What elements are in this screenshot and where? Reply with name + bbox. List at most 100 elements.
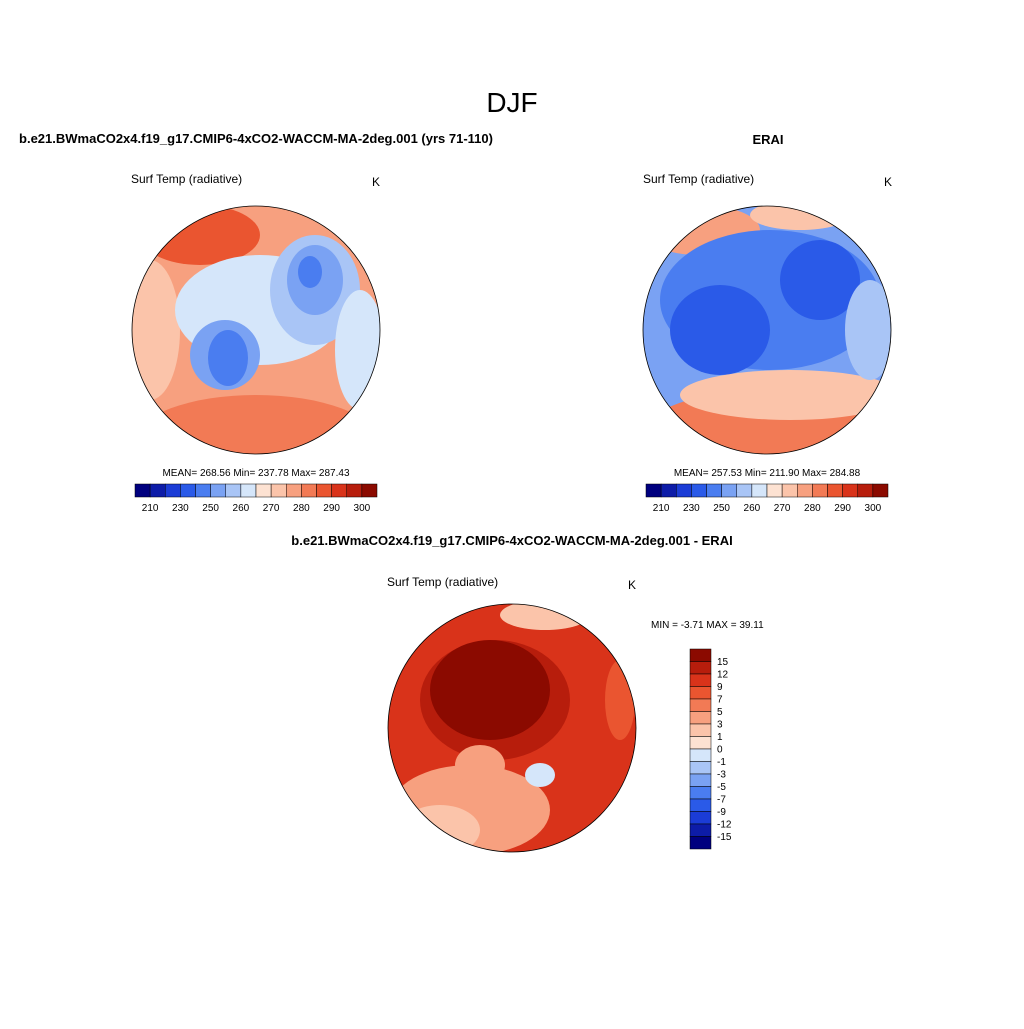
colorbar-box: [781, 483, 798, 498]
colorbar-box: [301, 483, 317, 498]
colorbar-label: 250: [202, 503, 219, 514]
colorbar-label: 270: [774, 503, 791, 514]
colorbar-box: [225, 483, 242, 498]
colorbar-box: [689, 836, 712, 850]
colorbar-box: [689, 761, 712, 775]
colorbar-label: 1: [717, 732, 723, 743]
map-border: [387, 603, 637, 853]
colorbar-box: [316, 483, 332, 498]
colorbar-box: [689, 823, 712, 837]
colorbar-box: [706, 483, 722, 498]
colorbar-box: [812, 483, 828, 498]
colorbar-label: 7: [717, 695, 723, 706]
left-label: Surf Temp (radiative): [131, 172, 242, 186]
colorbar-box: [180, 483, 196, 498]
colorbar-label: 290: [834, 503, 851, 514]
colorbar-box: [689, 661, 712, 675]
colorbar-box: [689, 773, 712, 787]
colorbar-label: 5: [717, 707, 723, 718]
panel-title: b.e21.BWmaCO2x4.f19_g17.CMIP6-4xCO2-WACC…: [291, 533, 732, 548]
colorbar-label: -12: [717, 820, 732, 831]
colorbar-box: [689, 698, 712, 712]
colorbar-label: 3: [717, 720, 723, 731]
colorbar-label: 270: [263, 503, 280, 514]
colorbar-box: [165, 483, 181, 498]
colorbar-box: [689, 723, 712, 737]
colorbar-box: [689, 648, 712, 662]
colorbar-box: [240, 483, 257, 498]
colorbar-box: [361, 483, 378, 498]
colorbar-box: [689, 748, 712, 762]
colorbar-label: 300: [865, 503, 882, 514]
colorbar-box: [691, 483, 707, 498]
left-label: Surf Temp (radiative): [643, 172, 754, 186]
units-label: K: [628, 578, 636, 592]
map-field: [388, 604, 636, 852]
colorbar-label: -1: [717, 757, 726, 768]
colorbar-label: 230: [172, 503, 189, 514]
map-border: [642, 205, 892, 455]
map-border: [131, 205, 381, 455]
colorbar-box: [689, 673, 712, 687]
colorbar-box: [751, 483, 768, 498]
colorbar-label: 9: [717, 682, 723, 693]
colorbars: 210 230 250 260 270 280 290 300 210 230 250 260 270 2…: [134, 483, 889, 850]
colorbar-label: 300: [354, 503, 371, 514]
colorbar-label: 260: [233, 503, 250, 514]
colorbar-label: -7: [717, 795, 726, 806]
colorbar-box: [689, 798, 712, 812]
panel-title: ERAI: [752, 132, 783, 147]
stats: MEAN= 257.53 Min= 211.90 Max= 284.88: [674, 468, 861, 479]
map-field: [132, 206, 380, 454]
colorbar-box: [331, 483, 347, 498]
colorbar-label: 210: [142, 503, 159, 514]
colorbar-box: [689, 686, 712, 700]
colorbar-box: [857, 483, 874, 498]
colorbar-box: [195, 483, 211, 498]
colorbar-label: 230: [683, 503, 700, 514]
colorbar-box: [689, 736, 712, 750]
colorbar-label: 280: [293, 503, 310, 514]
colorbar-label: 12: [717, 670, 729, 681]
colorbar-label: -3: [717, 770, 726, 781]
left-label: Surf Temp (radiative): [387, 575, 498, 589]
colorbar-box: [827, 483, 843, 498]
colorbar-box: [872, 483, 889, 498]
colorbar-box: [842, 483, 858, 498]
colorbar-label: 15: [717, 657, 729, 668]
colorbar-box: [689, 711, 712, 725]
colorbar-label: 0: [717, 745, 723, 756]
colorbar-box: [736, 483, 753, 498]
panel-title: b.e21.BWmaCO2x4.f19_g17.CMIP6-4xCO2-WACC…: [19, 131, 493, 146]
stats: MIN = -3.71 MAX = 39.11: [651, 620, 764, 631]
colorbar-box: [660, 483, 677, 498]
colorbar-label: 210: [653, 503, 670, 514]
colorbar-box: [270, 483, 287, 498]
colorbar-box: [210, 483, 226, 498]
colorbar-box: [676, 483, 692, 498]
colorbar-box: [689, 811, 712, 825]
colorbar-box: [255, 483, 272, 498]
stats: MEAN= 268.56 Min= 237.78 Max= 287.43: [162, 468, 350, 479]
colorbar-label: -5: [717, 782, 726, 793]
colorbar-box: [721, 483, 737, 498]
units-label: K: [372, 175, 380, 189]
units-label: K: [884, 175, 892, 189]
colorbar-box: [766, 483, 783, 498]
colorbar-label: 250: [713, 503, 730, 514]
colorbar-label: 280: [804, 503, 821, 514]
colorbar-label: -9: [717, 807, 726, 818]
colorbar-box: [149, 483, 166, 498]
colorbar-box: [286, 483, 302, 498]
colorbar-label: 260: [744, 503, 761, 514]
figure-title: DJF: [486, 87, 537, 118]
colorbar-box: [346, 483, 363, 498]
colorbar-label: 290: [323, 503, 340, 514]
colorbar-box: [689, 786, 712, 800]
colorbar-box: [797, 483, 813, 498]
colorbar-box: [645, 483, 662, 498]
colorbar-label: -15: [717, 832, 732, 843]
colorbar-box: [134, 483, 151, 498]
map-field: [643, 206, 891, 454]
